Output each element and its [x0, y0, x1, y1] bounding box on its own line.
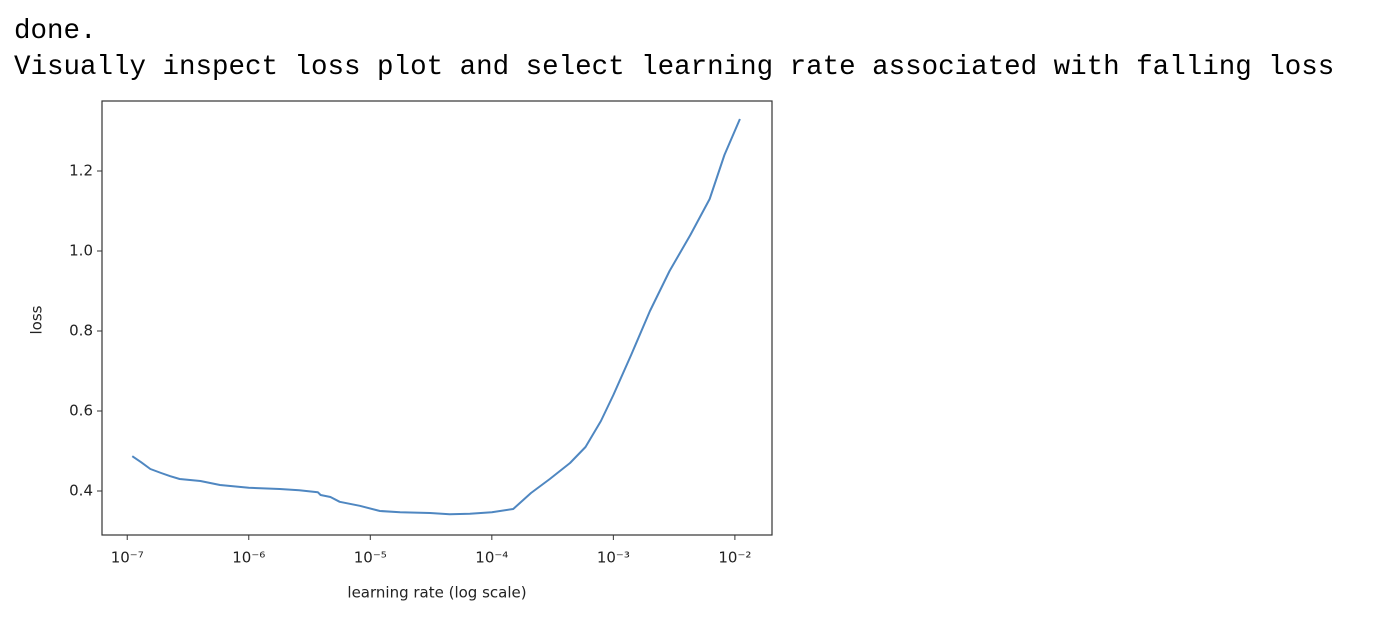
x-tick-label: 10⁻⁵: [354, 549, 387, 567]
x-tick-label: 10⁻⁷: [111, 549, 144, 567]
x-axis-label: learning rate (log scale): [347, 584, 526, 602]
y-tick-label: 0.8: [69, 322, 93, 340]
axes-frame: [101, 100, 773, 536]
output-line: done.: [14, 16, 97, 47]
output-line: Visually inspect loss plot and select le…: [14, 52, 1335, 83]
y-tick-label: 0.4: [69, 482, 93, 500]
y-tick-label: 0.6: [69, 402, 93, 420]
loss-line: [131, 118, 741, 516]
x-tick-label: 10⁻⁶: [232, 549, 265, 567]
y-tick-label: 1.2: [69, 162, 93, 180]
x-tick-label: 10⁻³: [597, 549, 630, 567]
x-tick-label: 10⁻⁴: [475, 549, 508, 567]
y-axis-label: loss: [28, 305, 46, 334]
y-tick-label: 1.0: [69, 242, 93, 260]
x-tick-label: 10⁻²: [718, 549, 751, 567]
